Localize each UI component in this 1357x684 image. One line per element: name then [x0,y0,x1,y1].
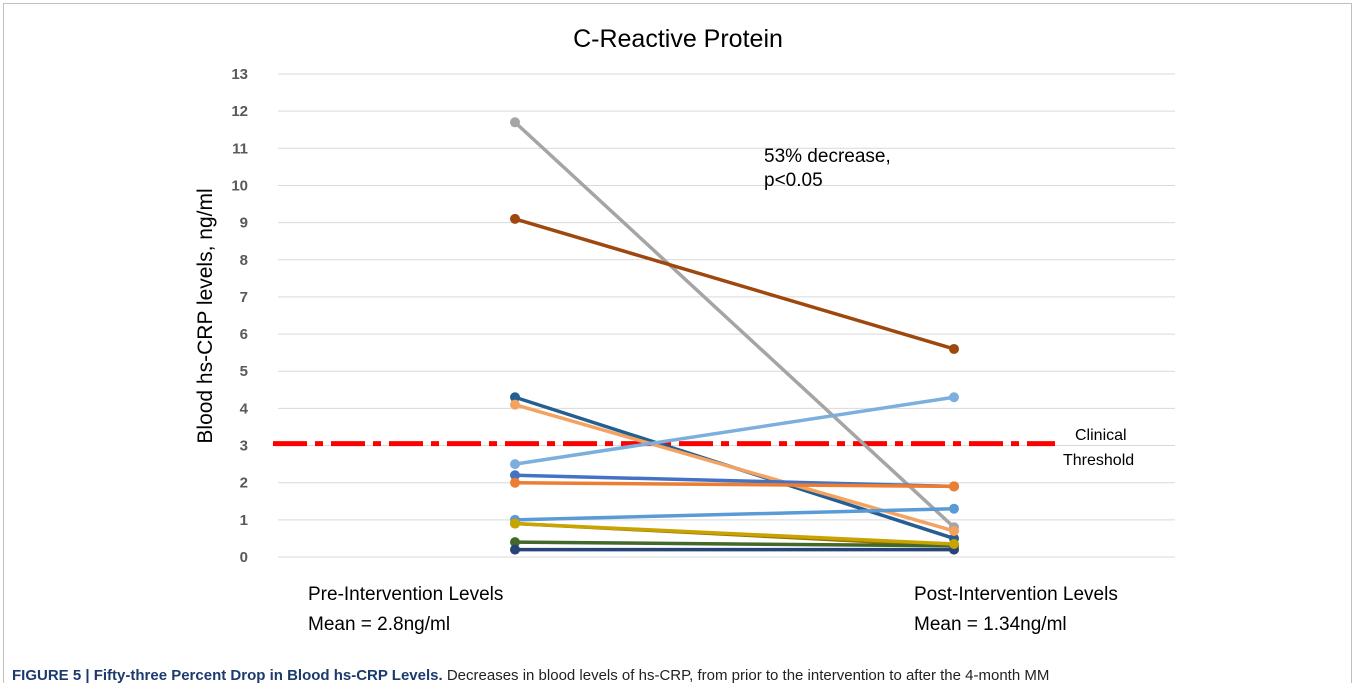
y-tick-label: 11 [232,140,248,157]
y-tick-label: 12 [231,103,248,120]
data-point-pre [510,478,520,488]
caption-text: Decreases in blood levels of hs-CRP, fro… [443,667,1050,684]
data-point-pre [510,400,520,410]
data-point-pre [510,117,520,127]
data-point-post [949,392,959,402]
category-label-pre: Pre-Intervention Levels [308,584,503,605]
figure-caption: FIGURE 5 | Fifty-three Percent Drop in B… [12,667,1347,684]
y-tick-label: 10 [231,177,248,194]
chart-title: C-Reactive Protein [573,25,783,53]
threshold-label-line2: Threshold [1063,452,1134,469]
series-line [515,524,954,544]
category-note-post: Mean = 1.34ng/ml [914,614,1067,635]
y-tick-label: 5 [240,363,248,380]
series-line [515,219,954,349]
data-point-post [949,504,959,514]
y-tick-label: 8 [240,252,248,269]
y-tick-label: 7 [240,289,248,306]
y-tick-label: 0 [240,549,248,566]
data-point-pre [510,519,520,529]
y-tick-label: 9 [240,215,248,232]
threshold-label-line1: Clinical [1075,427,1127,444]
series-line [515,397,954,464]
caption-bold: FIGURE 5 | Fifty-three Percent Drop in B… [12,667,443,684]
series-5 [510,392,959,469]
series-2 [510,214,959,354]
y-tick-label: 1 [240,512,248,529]
y-tick-label: 4 [240,400,249,417]
data-point-pre [510,459,520,469]
series-1 [510,117,959,532]
annotation-line2: p<0.05 [764,170,823,191]
annotation-line1: 53% decrease, [764,146,891,167]
series-lines [510,117,959,554]
data-point-post [949,344,959,354]
series-6 [510,470,959,491]
y-tick-label: 6 [240,326,248,343]
y-tick-label: 13 [231,66,248,83]
category-note-pre: Mean = 2.8ng/ml [308,614,450,635]
data-point-pre [510,545,520,555]
data-point-post [949,539,959,549]
y-tick-label: 2 [240,475,248,492]
y-axis-label: Blood hs-CRP levels, ng/ml [194,188,217,443]
data-point-post [949,481,959,491]
category-label-post: Post-Intervention Levels [914,584,1118,605]
data-point-post [949,526,959,536]
y-tick-label: 3 [240,438,248,455]
data-point-pre [510,214,520,224]
